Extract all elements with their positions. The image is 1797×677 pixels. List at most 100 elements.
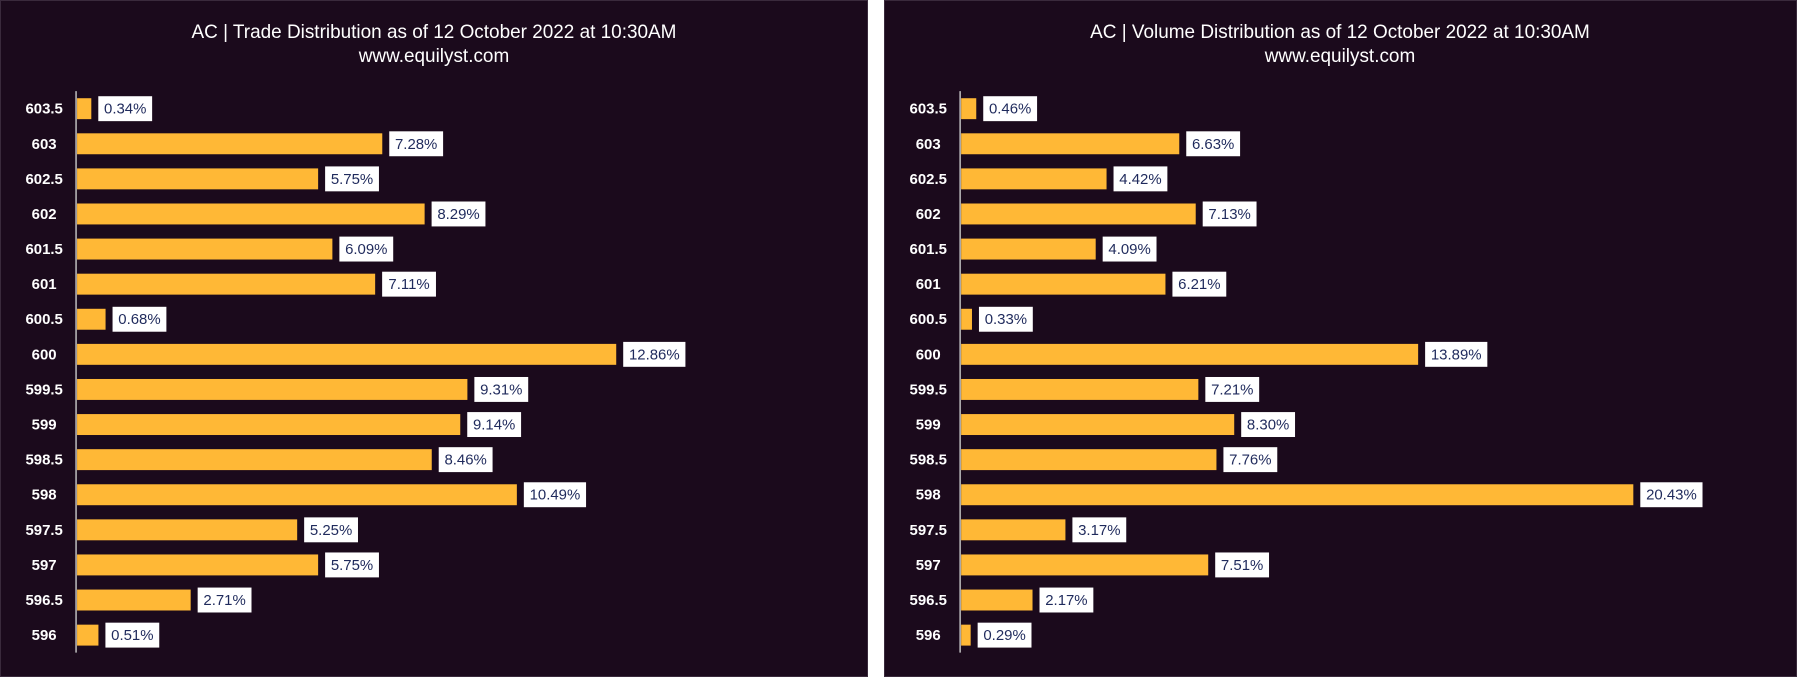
category-label: 599 (916, 417, 941, 434)
bar (77, 98, 92, 120)
data-label: 5.75% (331, 557, 373, 574)
data-label-box (431, 201, 486, 227)
bar (77, 449, 432, 471)
category-label: 600.5 (910, 311, 947, 328)
data-label: 4.09% (1108, 241, 1150, 258)
data-label: 6.21% (1178, 276, 1220, 293)
volume-distribution-svg: AC | Volume Distribution as of 12 Octobe… (910, 22, 1703, 653)
bar (961, 589, 1033, 611)
data-label: 0.29% (983, 627, 1025, 644)
data-label-box (1202, 201, 1257, 227)
data-label-box (1113, 166, 1168, 192)
category-label: 597 (32, 557, 57, 574)
data-label: 0.51% (111, 627, 153, 644)
data-label: 6.63% (1192, 136, 1234, 153)
data-label-box (467, 412, 522, 438)
category-label: 596.5 (910, 592, 947, 609)
bar (77, 308, 106, 330)
bar (961, 378, 1199, 400)
data-label: 12.86% (629, 346, 680, 363)
bar (961, 98, 977, 120)
category-label: 603.5 (910, 101, 947, 118)
category-label: 598 (32, 487, 57, 504)
category-label: 599 (32, 417, 57, 434)
bar (961, 238, 1096, 260)
category-label: 598 (916, 487, 941, 504)
bar (961, 484, 1634, 506)
data-label: 7.13% (1208, 206, 1250, 223)
data-label-box (325, 552, 379, 578)
data-label: 9.14% (473, 417, 515, 434)
category-label: 601.5 (910, 241, 947, 258)
data-label-box (977, 622, 1032, 648)
data-label: 3.17% (1078, 522, 1120, 539)
data-label: 6.09% (345, 241, 387, 258)
data-label-box (1205, 376, 1260, 402)
trade-distribution-svg: AC | Trade Distribution as of 12 October… (25, 22, 686, 653)
plot-area: 603.5 0.46% 603 6.63% 602.5 4.42% 602 7.13% 601.… (910, 91, 1703, 653)
data-label: 5.25% (310, 522, 352, 539)
bar (961, 343, 1419, 365)
bar (77, 484, 517, 506)
category-label: 598.5 (25, 452, 62, 469)
bar (77, 273, 376, 295)
data-label: 7.76% (1229, 452, 1271, 469)
plot-area: 603.5 0.34% 603 7.28% 602.5 5.75% 602 8.29% 601.… (25, 91, 686, 653)
chart-title: AC | Volume Distribution as of 12 Octobe… (1090, 22, 1590, 43)
category-label: 601 (916, 276, 941, 293)
data-label: 13.89% (1431, 346, 1482, 363)
bar (961, 168, 1107, 190)
chart-title: AC | Trade Distribution as of 12 October… (192, 22, 677, 43)
data-label-box (1425, 341, 1488, 367)
data-label: 8.29% (437, 206, 479, 223)
category-label: 602 (916, 206, 941, 223)
bar (961, 273, 1166, 295)
category-label: 599.5 (910, 381, 947, 398)
data-label-box (1172, 271, 1227, 297)
bar (961, 519, 1066, 541)
category-label: 602.5 (910, 171, 947, 188)
data-label-box (304, 517, 358, 543)
data-label-box (523, 482, 587, 508)
bar (77, 554, 319, 576)
category-label: 601 (32, 276, 57, 293)
data-label-box (978, 306, 1033, 332)
category-label: 600 (916, 346, 941, 363)
data-label-box (112, 306, 167, 332)
bar (961, 414, 1235, 436)
category-label: 601.5 (25, 241, 62, 258)
category-label: 602 (32, 206, 57, 223)
data-label-box (623, 341, 686, 367)
data-label: 0.68% (118, 311, 160, 328)
category-label: 603.5 (25, 101, 62, 118)
data-label: 7.21% (1211, 381, 1253, 398)
data-label-box (105, 622, 160, 648)
category-label: 602.5 (25, 171, 62, 188)
bar (77, 203, 425, 225)
category-label: 599.5 (25, 381, 62, 398)
category-label: 596.5 (25, 592, 62, 609)
category-label: 600.5 (25, 311, 62, 328)
category-label: 597.5 (25, 522, 62, 539)
data-label: 0.34% (104, 101, 146, 118)
bar (961, 133, 1180, 155)
trade-distribution-chart: AC | Trade Distribution as of 12 October… (0, 0, 868, 677)
data-label-box (1215, 552, 1270, 578)
data-label-box (1072, 517, 1127, 543)
data-label-box (1241, 412, 1296, 438)
bar (961, 624, 971, 646)
bar (77, 238, 333, 260)
data-label: 0.46% (989, 101, 1031, 118)
volume-distribution-chart: AC | Volume Distribution as of 12 Octobe… (884, 0, 1797, 677)
category-label: 603 (32, 136, 57, 153)
bar (77, 624, 99, 646)
category-label: 597 (916, 557, 941, 574)
chart-subtitle: www.equilyst.com (1264, 46, 1416, 67)
bar (961, 554, 1209, 576)
bar (77, 414, 461, 436)
category-label: 598.5 (910, 452, 947, 469)
data-label-box (1223, 447, 1278, 473)
data-label: 10.49% (530, 487, 581, 504)
data-label: 20.43% (1646, 487, 1697, 504)
data-label: 7.51% (1221, 557, 1263, 574)
